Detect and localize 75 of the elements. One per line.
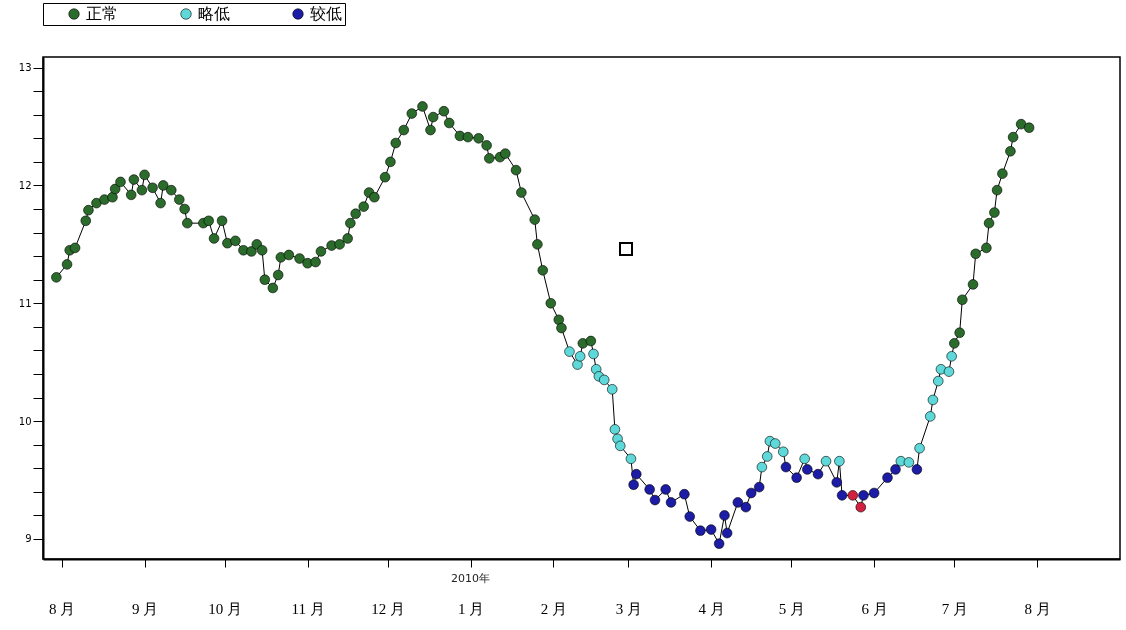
point (903, 457, 915, 468)
y-tick-label: 13 (18, 62, 32, 74)
point (855, 501, 866, 513)
y-tick-label: 9 (25, 533, 32, 545)
point (812, 468, 824, 480)
point (572, 359, 583, 370)
point (847, 490, 858, 501)
point (791, 472, 802, 483)
x-tick-label: 8 月 (49, 600, 76, 617)
x-tick-label: 9 月 (131, 600, 159, 617)
point (834, 456, 845, 467)
point (943, 366, 955, 377)
point (890, 464, 901, 475)
point (820, 456, 832, 467)
point (607, 384, 618, 395)
y-tick-label: 10 (18, 415, 32, 427)
point (588, 348, 599, 360)
x-tick-label: 10 月 (208, 600, 243, 617)
point (713, 538, 725, 549)
text: 2010年 (451, 572, 491, 585)
point (609, 424, 621, 435)
point (914, 443, 925, 454)
point (762, 451, 773, 462)
point (615, 440, 626, 452)
point (684, 511, 695, 522)
point (665, 497, 677, 508)
point (946, 351, 957, 362)
x-tick-label: 11 月 (291, 600, 325, 617)
point (679, 489, 690, 500)
x-tick-label: 8 月 (1024, 600, 1051, 617)
point (644, 484, 655, 495)
x-tick-label: 6 月 (861, 600, 888, 617)
point (660, 484, 671, 495)
point (695, 525, 706, 536)
point (631, 468, 642, 480)
point (882, 472, 893, 483)
point (802, 464, 813, 475)
point (836, 490, 848, 501)
point (732, 497, 744, 508)
point (719, 510, 730, 521)
x-tick-label: 7 月 (941, 600, 968, 617)
point (625, 453, 637, 464)
point (925, 411, 936, 422)
legend-label: 略低 (198, 4, 230, 23)
point (574, 351, 586, 362)
legend-label: 正常 (86, 4, 118, 23)
point (740, 501, 752, 513)
point (868, 487, 880, 499)
point (858, 490, 869, 501)
point (756, 461, 768, 473)
point (628, 479, 639, 490)
point (778, 446, 789, 457)
point (911, 464, 923, 475)
point (780, 461, 792, 473)
point (599, 374, 610, 386)
y-tick-label: 11 (18, 297, 32, 309)
point (831, 477, 842, 488)
x-tick-label: 4 月 (698, 600, 725, 617)
legend-label: 较低 (310, 4, 342, 23)
x-tick-label: 12 月 (371, 600, 406, 617)
point (649, 494, 661, 506)
x-tick-label: 3 月 (615, 600, 642, 617)
point (705, 524, 717, 535)
point (770, 438, 781, 449)
x-tick-label: 2 月 (540, 600, 568, 617)
point (721, 527, 733, 539)
point (933, 375, 944, 387)
point (799, 453, 810, 464)
point (564, 346, 575, 357)
point (746, 487, 757, 499)
x-tick-label: 1 月 (457, 600, 485, 617)
point (927, 394, 939, 406)
point (754, 481, 765, 493)
x-tick-label: 5 月 (778, 600, 805, 617)
y-tick-label: 12 (18, 179, 32, 191)
